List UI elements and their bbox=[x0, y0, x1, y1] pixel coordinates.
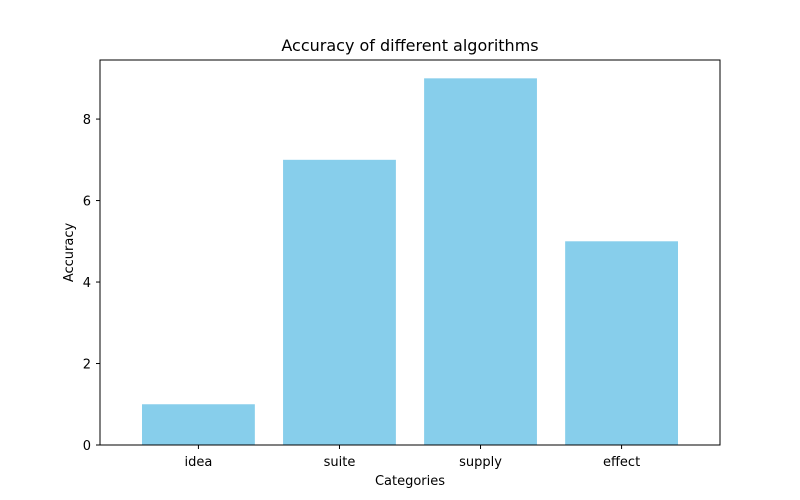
x-tick-label-effect: effect bbox=[603, 455, 640, 470]
axes-frame bbox=[99, 59, 721, 446]
y-tick-label-6: 6 bbox=[83, 195, 91, 210]
bar-supply bbox=[424, 78, 537, 445]
x-axis-label: Categories bbox=[375, 474, 445, 489]
plot-area bbox=[142, 78, 678, 445]
bar-idea bbox=[142, 404, 255, 445]
bar-suite bbox=[283, 159, 396, 445]
y-tick-label-2: 2 bbox=[83, 358, 91, 373]
y-tick-label-4: 4 bbox=[83, 276, 91, 291]
y-tick-label-8: 8 bbox=[83, 113, 91, 128]
x-tick-label-suite: suite bbox=[324, 455, 356, 470]
chart-title: Accuracy of different algorithms bbox=[281, 36, 538, 55]
y-tick-label-0: 0 bbox=[83, 439, 91, 454]
x-tick-label-idea: idea bbox=[185, 455, 213, 470]
x-tick-label-supply: supply bbox=[459, 455, 502, 470]
bar-effect bbox=[565, 241, 678, 445]
y-axis-label: Accuracy bbox=[62, 223, 77, 283]
